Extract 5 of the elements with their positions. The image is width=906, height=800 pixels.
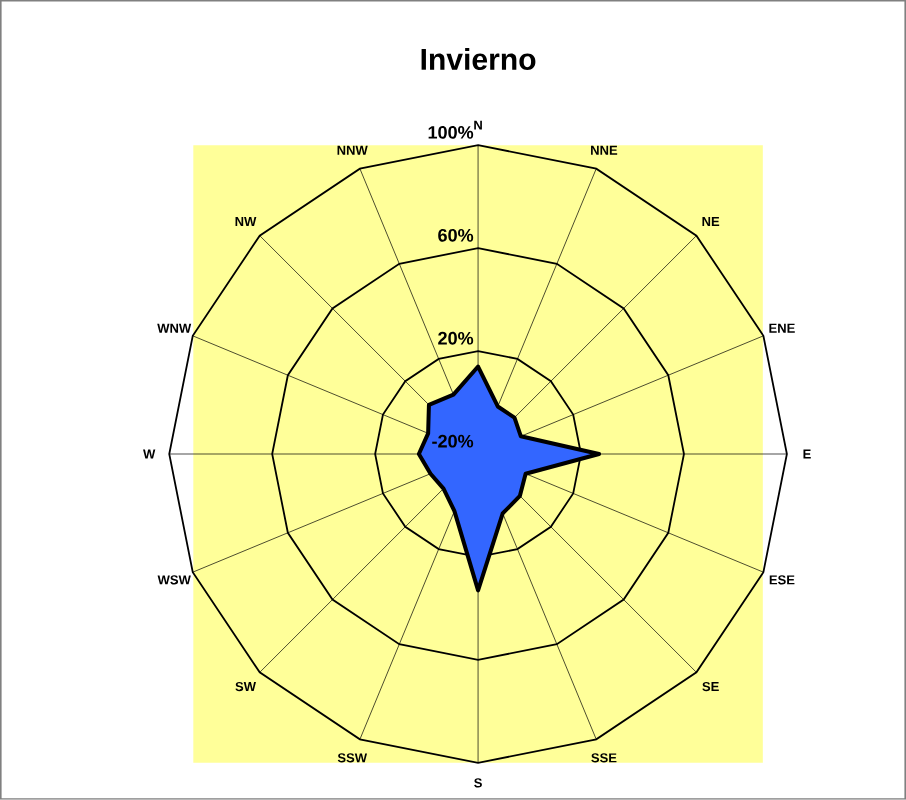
y-tick-label: 60% xyxy=(438,229,474,242)
y-tick-label: 100% xyxy=(428,126,474,139)
y-tick-label: -20% xyxy=(432,434,474,448)
y-tick-label: 20% xyxy=(438,331,474,345)
chart-title: Invierno xyxy=(421,48,536,71)
